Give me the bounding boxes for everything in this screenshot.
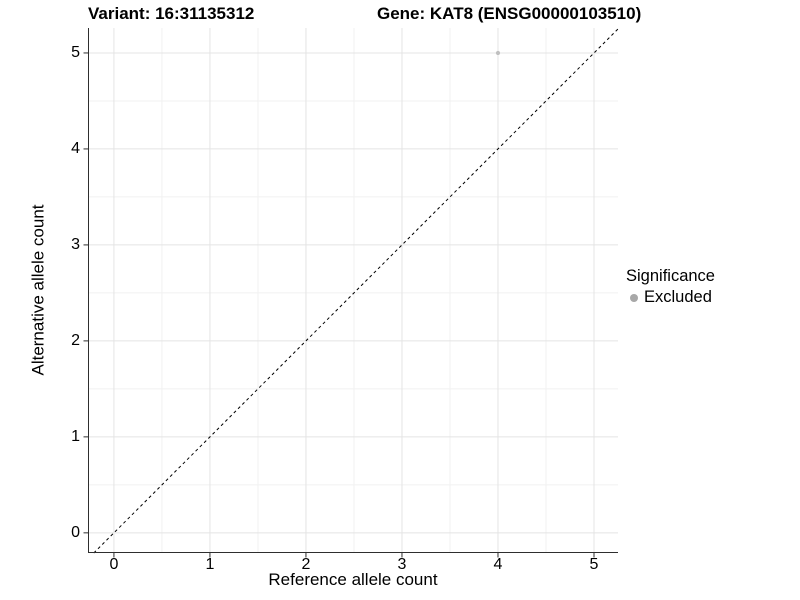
legend-item: Excluded <box>626 288 715 307</box>
data-point <box>495 50 501 56</box>
identity-dashed-line <box>93 28 619 554</box>
legend-item-label: Excluded <box>644 288 712 306</box>
plot-panel <box>83 28 619 558</box>
x-tick-label: 1 <box>205 556 215 573</box>
legend: Significance Excluded <box>626 266 715 307</box>
x-tick-label: 0 <box>109 556 119 573</box>
y-tick-label: 3 <box>71 235 80 253</box>
y-tick-label: 5 <box>71 43 80 61</box>
y-tick-label: 1 <box>71 427 80 445</box>
legend-title: Significance <box>626 267 715 285</box>
legend-point-icon <box>630 293 638 302</box>
plot-title-gene: Gene: KAT8 (ENSG00000103510) <box>377 4 642 23</box>
plot-title-variant: Variant: 16:31135312 <box>88 4 255 23</box>
x-tick-label: 3 <box>397 556 407 573</box>
x-tick-label: 5 <box>589 556 599 573</box>
x-tick-label: 2 <box>301 556 311 573</box>
x-tick-label: 4 <box>493 556 503 573</box>
y-tick-label: 4 <box>71 139 80 157</box>
x-axis-label: Reference allele count <box>268 570 438 589</box>
y-tick-label: 0 <box>71 523 80 541</box>
y-tick-label: 2 <box>71 331 80 349</box>
